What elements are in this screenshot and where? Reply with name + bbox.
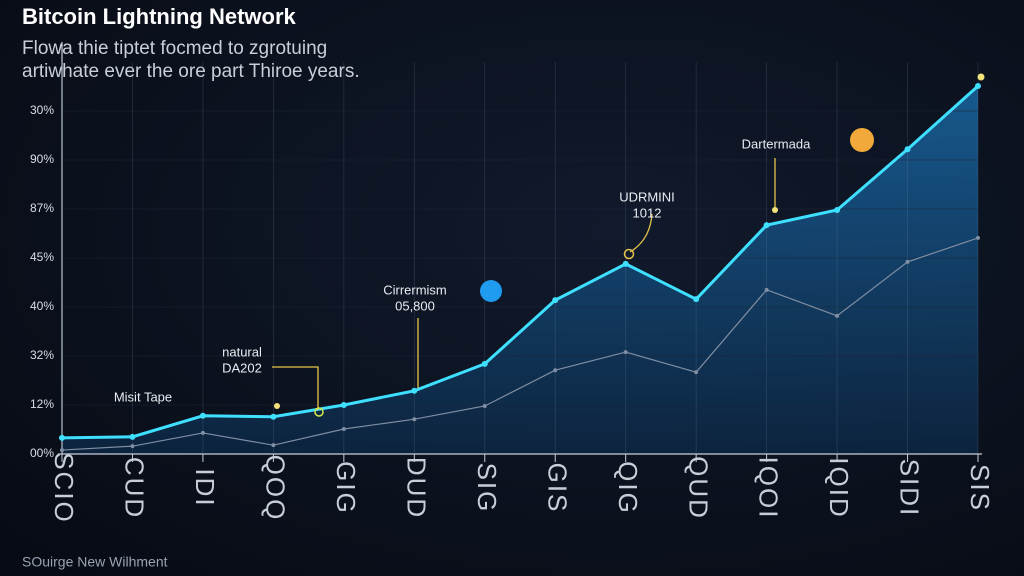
icon: [850, 128, 874, 152]
point: [904, 146, 911, 153]
point: [481, 360, 488, 367]
x-tick-label: SIS: [965, 464, 995, 512]
x-tick-label: IDI: [190, 468, 220, 507]
x-tick-label: QOQ: [261, 455, 291, 522]
subtitle: Flowa thie tiptet focmed to zgrotuing: [22, 38, 327, 59]
point: [341, 427, 346, 432]
y-tick-label: 40%: [30, 299, 54, 313]
y-tick-label: 45%: [30, 250, 54, 264]
x-tick-label: SIDI: [895, 459, 925, 518]
point: [271, 443, 276, 448]
point: [482, 403, 487, 408]
leaders: [272, 158, 776, 410]
point: [412, 417, 417, 422]
x-tick-label: IQID: [824, 457, 854, 518]
x-tick-label: SCIO: [49, 452, 79, 524]
point: [835, 313, 840, 318]
marker: [314, 407, 324, 417]
x-tick-label: GIS: [542, 463, 572, 514]
icon: [480, 280, 502, 302]
annotation: Cirrermism: [383, 282, 447, 297]
annotation: Misit Tape: [114, 389, 172, 404]
point: [199, 412, 206, 419]
x-tick-label: QUD: [683, 456, 713, 520]
point: [764, 287, 769, 292]
marker: [772, 207, 778, 213]
x-tick-label: DUD: [401, 457, 431, 519]
x-tick-label: CUD: [120, 457, 150, 519]
subtitle: artiwhate ever the ore part Thiroe years…: [22, 61, 360, 82]
point: [200, 430, 205, 435]
chart-title: Bitcoin Lightning Network: [22, 4, 297, 29]
annotation: Dartermada: [742, 136, 811, 151]
series-line: [61, 84, 980, 440]
marker: [623, 248, 635, 260]
series-line: [61, 237, 979, 451]
x-tick-label: SIG: [472, 463, 502, 514]
point: [975, 83, 981, 90]
x-tick-label: GIG: [331, 461, 361, 515]
x-tick-label: QIG: [613, 461, 643, 515]
point: [622, 260, 629, 267]
point: [552, 297, 559, 304]
y-tick-label: 32%: [30, 348, 54, 362]
y-tick-label: 90%: [30, 152, 54, 166]
leader-line: [629, 213, 653, 253]
annotation: natural: [222, 344, 262, 359]
point: [270, 413, 277, 420]
area: [62, 86, 978, 454]
y-tick-label: 87%: [30, 201, 54, 215]
source: SOuirge New Wilhment: [22, 554, 168, 570]
point: [834, 206, 841, 213]
point: [976, 235, 980, 240]
marker: [977, 73, 985, 81]
x-tick-label: IQOI: [754, 457, 784, 520]
point: [763, 222, 770, 229]
annotation: DA202: [222, 360, 262, 375]
point: [130, 444, 135, 449]
marker: [274, 403, 280, 409]
point: [129, 433, 136, 440]
point: [553, 368, 558, 373]
annotation: UDRMINI: [619, 189, 675, 204]
point: [340, 402, 347, 408]
point: [693, 296, 700, 303]
point: [694, 370, 699, 375]
y-tick-label: 00%: [30, 446, 54, 460]
annotation: 1012: [633, 205, 662, 220]
y-tick-label: 12%: [30, 397, 54, 411]
y-tick-label: 30%: [30, 103, 54, 117]
point: [60, 448, 64, 453]
annotation: 05,800: [395, 298, 435, 313]
point: [905, 259, 910, 264]
point: [623, 350, 628, 355]
point: [411, 387, 418, 394]
point: [59, 434, 65, 441]
leader-line: [272, 366, 319, 410]
